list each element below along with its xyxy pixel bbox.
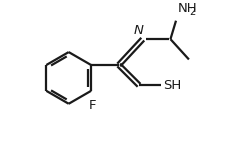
- Text: SH: SH: [162, 79, 180, 92]
- Text: NH: NH: [177, 2, 197, 15]
- Text: F: F: [89, 99, 96, 112]
- Text: N: N: [134, 24, 143, 37]
- Text: 2: 2: [188, 7, 194, 17]
